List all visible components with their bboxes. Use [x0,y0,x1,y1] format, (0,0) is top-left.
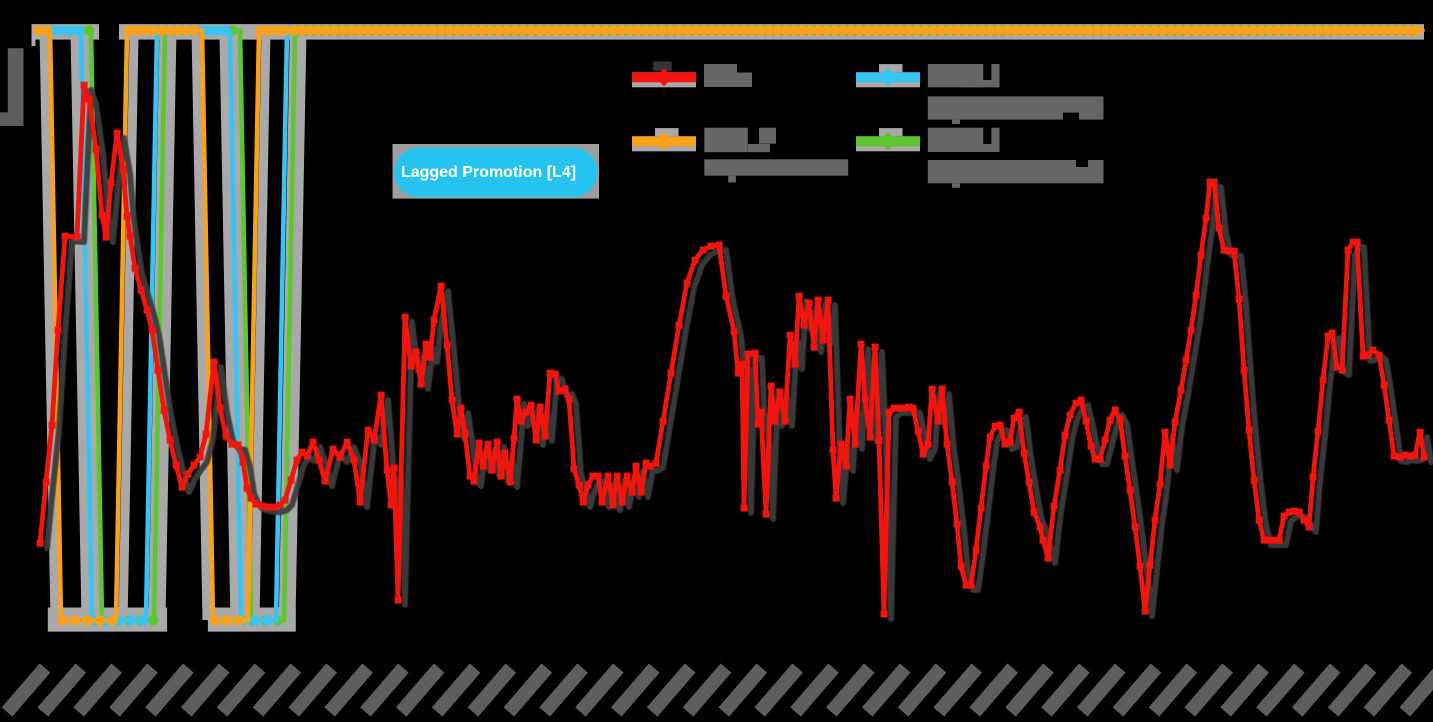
svg-text:Lagged Promotion [L4]: Lagged Promotion [L4] [401,164,576,181]
